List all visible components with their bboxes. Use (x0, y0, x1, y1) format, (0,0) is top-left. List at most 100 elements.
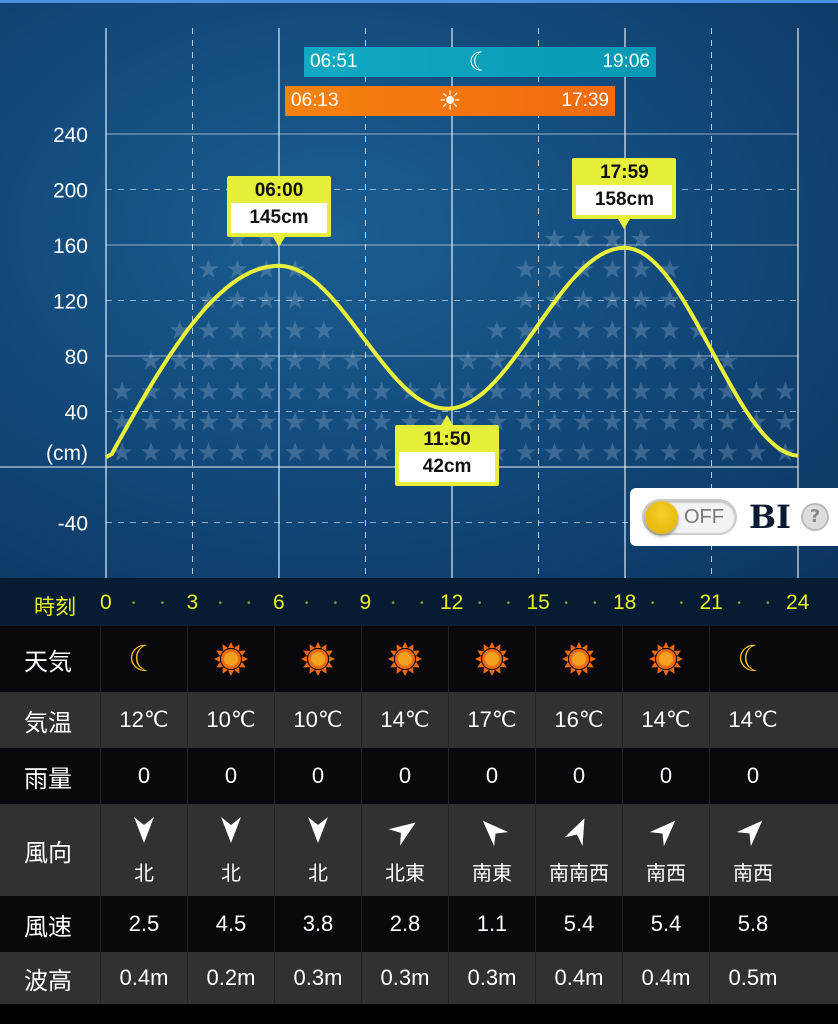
star-decoration: ★ (168, 408, 191, 438)
table-cell: 0 (448, 748, 535, 804)
star-decoration: ★ (687, 347, 710, 377)
star-decoration: ★ (485, 316, 508, 346)
y-tick-label: 160 (53, 235, 88, 258)
star-decoration: ★ (629, 255, 652, 285)
star-decoration: ★ (168, 438, 191, 468)
wind-arrow-icon (308, 816, 328, 843)
table-cell: 10℃ (274, 692, 361, 748)
star-decoration: ★ (226, 377, 249, 407)
star-decoration: ★ (110, 377, 133, 407)
star-decoration: ★ (572, 408, 595, 438)
temp-value: 17℃ (467, 707, 517, 732)
row-rain: 雨量 0 0 0 0 0 0 0 0 (0, 748, 838, 804)
table-cell: 0 (709, 748, 796, 804)
time-dot: • (160, 598, 165, 609)
time-dot: • (564, 598, 568, 609)
star-decoration: ★ (629, 347, 652, 377)
star-decoration: ★ (370, 408, 393, 438)
wave-value: 0.5m (728, 965, 778, 990)
sun-icon (388, 642, 422, 676)
rain-value: 0 (137, 763, 151, 788)
star-decoration: ★ (601, 408, 624, 438)
star-decoration: ★ (572, 347, 595, 377)
row-label: 気温 (24, 708, 72, 737)
star-decoration: ★ (687, 377, 710, 407)
row-label: 天気 (24, 647, 72, 676)
star-decoration: ★ (716, 408, 739, 438)
wind-speed-value: 5.4 (650, 911, 682, 936)
star-decoration: ★ (543, 316, 566, 346)
table-cell: 2.5 (100, 896, 187, 952)
star-decoration: ★ (601, 438, 624, 468)
time-dot: • (218, 598, 222, 609)
table-cell: 北 (100, 804, 187, 896)
star-decoration: ★ (197, 408, 220, 438)
star-decoration: ★ (110, 408, 133, 438)
table-cell: 14℃ (361, 692, 448, 748)
star-decoration: ★ (514, 316, 537, 346)
tide-chart: ★ ★ ★ ★ ★ ★ ★ ★ ★ ★ ★ ★ ★ ★ ★ ★ ★ ★ ★ ★ ★ ★ ★ ★ ★ ★ ★ ★ ★ ★ ★ ★ ★ ★ ★ ★ ★ ★ ★ ★… (0, 3, 838, 578)
star-decoration: ★ (197, 438, 220, 468)
tide-curve (105, 245, 799, 460)
table-cell: 0 (622, 748, 709, 804)
temp-value: 16℃ (554, 707, 604, 732)
table-cell: 0.4m (100, 952, 187, 1004)
time-dot: • (131, 598, 136, 609)
table-cell: 0 (361, 748, 448, 804)
table-cell: 5.4 (535, 896, 622, 952)
table-cell (187, 626, 274, 692)
star-decoration: ★ (197, 255, 220, 285)
wind-speed-value: 2.5 (128, 911, 160, 936)
help-icon[interactable]: ? (801, 503, 830, 531)
star-decoration: ★ (658, 438, 681, 468)
star-decoration: ★ (687, 438, 710, 468)
star-decoration: ★ (543, 377, 566, 407)
time-axis: 時刻 0 • • 3 • • 6 • • 9 • • 12 • • 15 • • 18 • • 21 • • 24 (0, 578, 838, 626)
star-decoration: ★ (601, 347, 624, 377)
table-cell: 北 (274, 804, 361, 896)
star-decoration: ★ (341, 408, 364, 438)
star-decoration: ★ (514, 255, 537, 285)
tide-time: 11:50 (423, 428, 471, 450)
row-wind-speed: 風速 2.5 4.5 3.8 2.8 1.1 5.4 5.4 5.8 (0, 896, 838, 952)
star-decoration: ★ (687, 408, 710, 438)
wind-direction: 北東 (385, 862, 425, 885)
star-decoration: ★ (312, 316, 335, 346)
table-cell: ☾ (100, 626, 187, 692)
star-decoration: ★ (283, 347, 306, 377)
bi-toggle[interactable]: OFF (642, 499, 737, 535)
star-decoration: ★ (226, 286, 249, 316)
star-decoration: ★ (629, 316, 652, 346)
row-wind-dir: 風向北 北 北 北東 南東 南南西 南西 南西 (0, 804, 838, 896)
time-dot: • (477, 598, 482, 609)
star-decoration: ★ (456, 347, 479, 377)
star-decoration: ★ (629, 224, 652, 254)
y-tick-label: 240 (53, 124, 88, 147)
table-cell: 南西 (709, 804, 796, 896)
crescent-moon-icon: ☾ (127, 638, 161, 679)
star-decoration: ★ (255, 316, 278, 346)
star-decoration: ★ (514, 286, 537, 316)
wave-value: 0.4m (641, 965, 691, 990)
star-decoration: ★ (341, 438, 364, 468)
star-decoration: ★ (658, 255, 681, 285)
star-decoration: ★ (543, 438, 566, 468)
star-decoration: ★ (283, 316, 306, 346)
tide-time: 17:59 (600, 161, 649, 183)
wind-speed-value: 3.8 (302, 911, 334, 936)
wave-value: 0.4m (554, 965, 604, 990)
star-decoration: ★ (745, 377, 768, 407)
time-tick: 3 (186, 591, 199, 614)
star-decoration: ★ (774, 408, 797, 438)
star-decoration: ★ (716, 438, 739, 468)
rain-value: 0 (224, 763, 238, 788)
table-cell: 0.2m (187, 952, 274, 1004)
moonrise-time: 06:51 (310, 51, 358, 72)
y-tick-label: 200 (53, 180, 88, 203)
time-tick: 9 (359, 591, 372, 614)
star-decoration: ★ (658, 316, 681, 346)
star-decoration: ★ (514, 347, 537, 377)
tide-annotation: 11:50 42cm (395, 414, 500, 486)
table-cell: 4.5 (187, 896, 274, 952)
star-decoration: ★ (197, 286, 220, 316)
